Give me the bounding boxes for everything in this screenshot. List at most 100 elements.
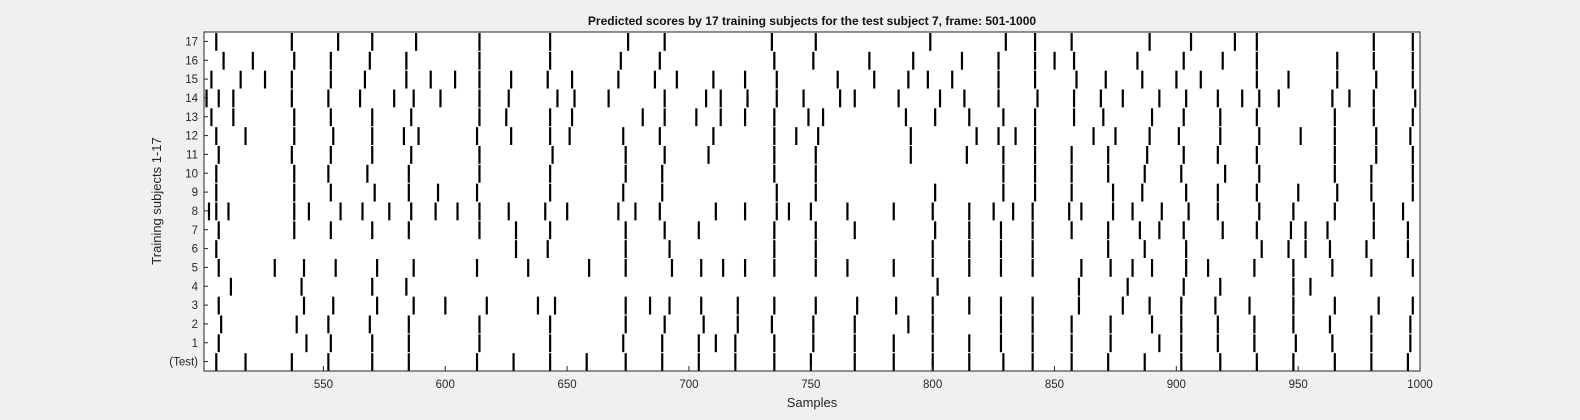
event-mark-row-15-23 — [951, 70, 954, 89]
event-mark-row-2-10 — [736, 315, 739, 334]
event-mark-row-2-24 — [1292, 315, 1295, 334]
event-mark-row-14-6 — [393, 89, 396, 108]
event-mark-row-8-22 — [809, 202, 812, 221]
event-mark-row-15-16 — [712, 70, 715, 89]
event-mark-row-7-3 — [371, 221, 374, 240]
event-mark-row-2-11 — [770, 315, 773, 334]
event-mark-row-14-11 — [556, 89, 559, 108]
event-mark-row-13-25 — [1150, 108, 1154, 127]
event-mark-row-5-31 — [1370, 259, 1373, 277]
event-mark-row-5-2 — [302, 259, 306, 277]
event-mark-row-15-31 — [1255, 70, 1258, 89]
y-tick-label: 17 — [185, 36, 198, 48]
event-mark-row-5-32 — [1411, 259, 1414, 277]
event-mark-row-3-14 — [773, 296, 776, 315]
event-mark-row-7-5 — [478, 221, 481, 240]
event-mark-row-17-14 — [1070, 33, 1073, 51]
event-mark-row-11-19 — [1182, 146, 1185, 164]
x-tick-label: 800 — [923, 379, 942, 391]
event-mark-row-4-3 — [405, 277, 408, 296]
event-mark-row-5-5 — [412, 259, 415, 277]
event-mark-row-7-4 — [407, 221, 410, 240]
event-mark-row-17-18 — [1255, 33, 1258, 51]
y-tick-label: 6 — [192, 244, 198, 256]
event-mark-row-17-13 — [1033, 33, 1037, 51]
event-mark-row-8-21 — [787, 202, 791, 221]
event-mark-row-5-25 — [1150, 259, 1154, 277]
event-mark-row-15-29 — [1175, 70, 1178, 89]
event-mark-row-3-8 — [553, 296, 557, 315]
event-mark-row-1-6 — [549, 334, 552, 353]
event-mark-row-0-22 — [1070, 353, 1073, 371]
event-mark-row-9-1 — [293, 183, 296, 202]
event-mark-row-17-11 — [929, 33, 932, 51]
event-mark-row-16-16 — [1033, 51, 1037, 70]
x-tick-label: 900 — [1167, 379, 1186, 391]
event-mark-row-1-11 — [734, 334, 737, 353]
event-mark-row-8-19 — [743, 202, 747, 221]
event-mark-row-8-25 — [931, 202, 934, 221]
event-mark-row-8-39 — [1333, 202, 1336, 221]
y-tick-label: 10 — [185, 168, 198, 180]
event-mark-row-8-17 — [658, 202, 661, 221]
event-mark-row-5-11 — [700, 259, 703, 277]
event-mark-row-15-5 — [363, 70, 367, 89]
event-mark-row-5-22 — [1080, 259, 1083, 277]
event-mark-row-11-9 — [707, 146, 710, 164]
event-mark-row-5-28 — [1253, 259, 1256, 277]
event-mark-row-4-10 — [1309, 277, 1312, 296]
x-tick-label: 850 — [1045, 379, 1064, 391]
event-mark-row-8-7 — [388, 202, 391, 221]
event-mark-row-13-18 — [904, 108, 908, 127]
event-mark-row-9-2 — [329, 183, 332, 202]
event-mark-row-2-20 — [1150, 315, 1154, 334]
event-mark-row-6-3 — [624, 240, 627, 258]
event-mark-row-13-4 — [371, 108, 374, 127]
event-mark-row-16-21 — [1221, 51, 1224, 70]
event-mark-row-15-0 — [210, 70, 213, 89]
event-mark-row-9-5 — [436, 183, 440, 202]
event-mark-row-15-18 — [775, 70, 778, 89]
event-mark-row-9-24 — [1411, 183, 1414, 202]
event-mark-row-1-5 — [478, 334, 481, 353]
event-mark-row-1-10 — [714, 334, 717, 353]
event-mark-row-15-20 — [873, 70, 876, 89]
event-mark-row-7-11 — [773, 221, 776, 240]
event-mark-row-0-27 — [1255, 353, 1258, 371]
y-tick-label: 9 — [192, 187, 198, 199]
event-mark-row-14-38 — [1372, 89, 1375, 108]
event-mark-row-8-32 — [1111, 202, 1115, 221]
y-tick-label: 4 — [192, 281, 199, 293]
event-mark-row-7-20 — [1138, 221, 1141, 240]
event-mark-row-11-21 — [1255, 146, 1258, 164]
event-mark-row-12-15 — [795, 127, 798, 145]
event-mark-row-8-16 — [634, 202, 637, 221]
event-mark-row-17-8 — [663, 33, 666, 51]
event-mark-row-3-29 — [1333, 296, 1336, 315]
event-mark-row-7-7 — [549, 221, 552, 240]
event-mark-row-5-1 — [273, 259, 276, 277]
event-mark-row-3-0 — [217, 296, 220, 315]
event-mark-row-0-20 — [1002, 353, 1005, 371]
event-mark-row-11-20 — [1216, 146, 1219, 164]
event-mark-row-1-20 — [1070, 334, 1073, 353]
event-mark-row-15-19 — [836, 70, 839, 89]
event-mark-row-3-12 — [700, 296, 703, 315]
plot-area — [204, 32, 1420, 371]
event-mark-row-12-23 — [1114, 127, 1117, 145]
event-mark-row-15-8 — [454, 70, 457, 89]
event-mark-row-12-24 — [1148, 127, 1151, 145]
event-mark-row-14-5 — [358, 89, 362, 108]
event-mark-row-16-4 — [368, 51, 371, 70]
event-mark-row-13-0 — [210, 108, 213, 127]
event-mark-row-0-29 — [1333, 353, 1336, 371]
event-mark-row-12-27 — [1258, 127, 1261, 145]
event-mark-row-0-4 — [371, 353, 374, 371]
event-mark-row-7-17 — [1031, 221, 1034, 240]
event-mark-row-14-10 — [507, 89, 510, 108]
event-mark-row-11-8 — [663, 146, 666, 164]
event-mark-row-8-2 — [227, 202, 230, 221]
event-mark-row-10-13 — [1070, 164, 1073, 183]
event-mark-row-3-31 — [1411, 296, 1414, 315]
y-axis-label: Training subjects 1-17 — [149, 137, 164, 264]
